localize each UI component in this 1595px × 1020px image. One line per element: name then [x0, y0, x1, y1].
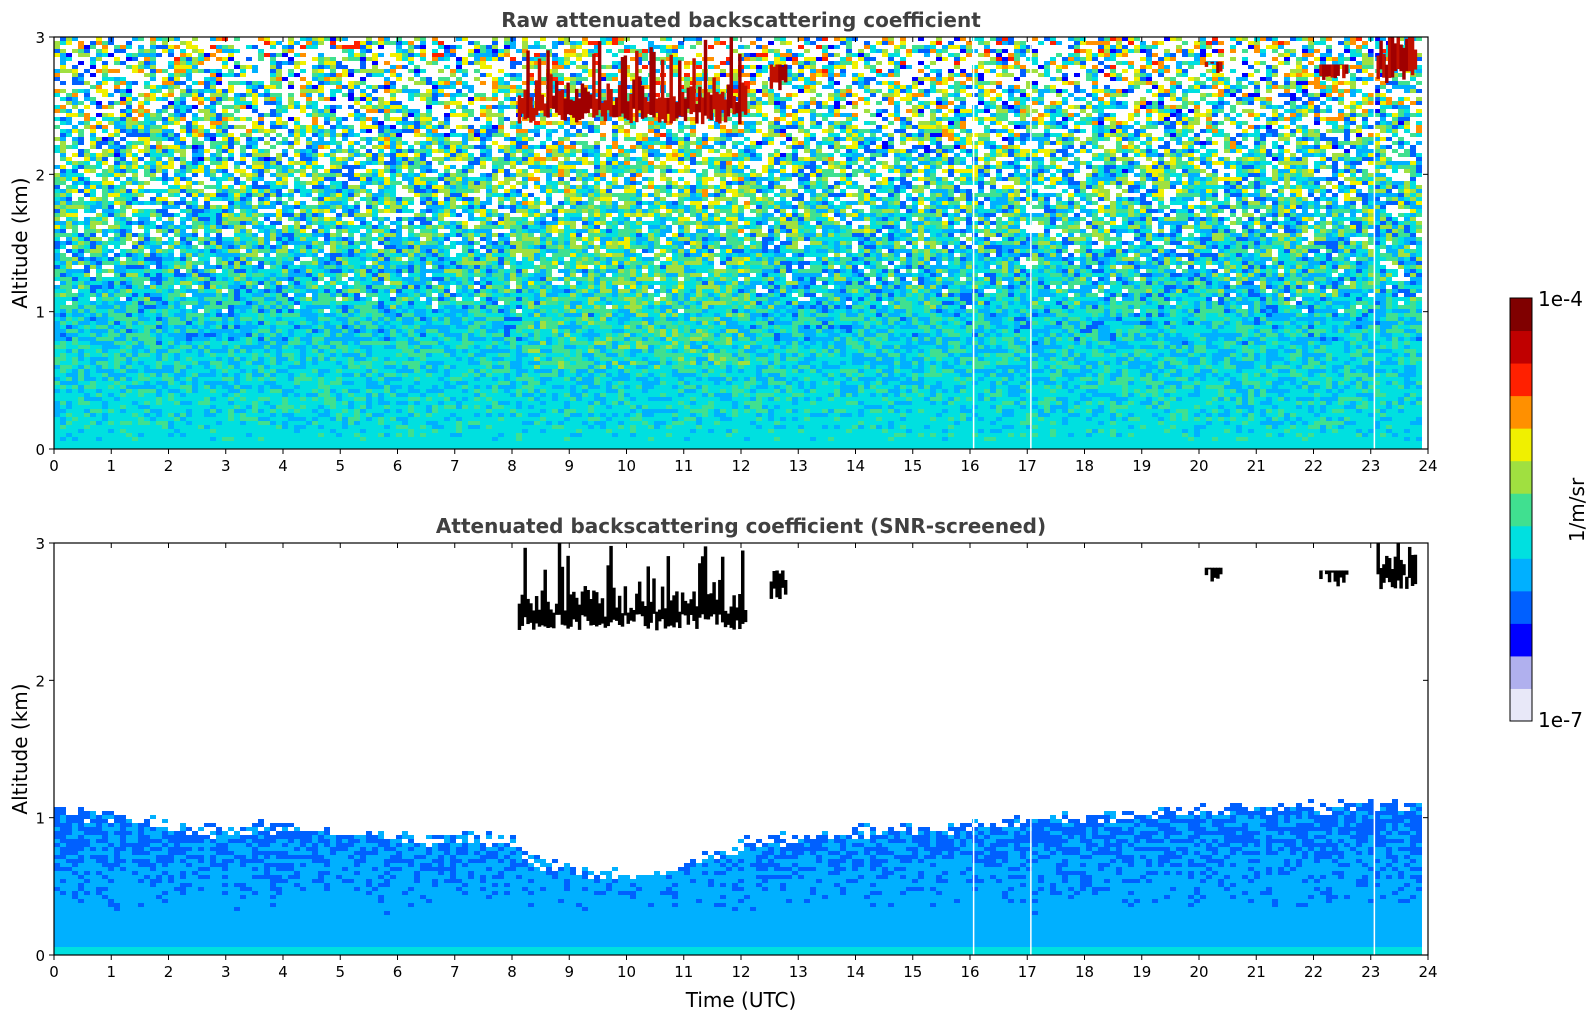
x-tick-label: 14 [846, 457, 865, 475]
x-tick-label: 5 [335, 963, 345, 981]
colorbar-segment [1510, 493, 1532, 526]
x-tick-label: 0 [49, 963, 59, 981]
colorbar-segment [1510, 363, 1532, 396]
colorbar-segment [1510, 558, 1532, 591]
panel-raw: Raw attenuated backscattering coefficien… [8, 8, 1438, 475]
x-tick-label: 24 [1418, 963, 1437, 981]
x-tick-label: 13 [789, 457, 808, 475]
x-tick-label: 2 [164, 457, 174, 475]
y-tick-label: 2 [35, 166, 45, 184]
colorbar-segment [1510, 623, 1532, 656]
x-tick-label: 11 [674, 963, 693, 981]
x-tick-label: 0 [49, 457, 59, 475]
y-tick-label: 1 [35, 304, 45, 322]
x-tick-label: 19 [1132, 963, 1151, 981]
x-tick-label: 16 [960, 963, 979, 981]
x-tick-label: 9 [564, 457, 574, 475]
x-tick-label: 20 [1189, 457, 1208, 475]
y-tick-label: 3 [35, 535, 45, 553]
x-tick-label: 13 [789, 963, 808, 981]
colorbar-gradient [1510, 298, 1532, 722]
panel-raw-title: Raw attenuated backscattering coefficien… [501, 8, 981, 32]
panel-raw-ylabel: Altitude (km) [8, 177, 32, 308]
x-tick-label: 20 [1189, 963, 1208, 981]
y-tick-label: 0 [35, 441, 45, 459]
x-tick-label: 16 [960, 457, 979, 475]
x-tick-label: 24 [1418, 457, 1437, 475]
x-tick-label: 14 [846, 963, 865, 981]
x-tick-label: 6 [393, 963, 403, 981]
x-tick-label: 15 [903, 457, 922, 475]
colorbar-segment [1510, 526, 1532, 559]
x-tick-label: 21 [1247, 963, 1266, 981]
colorbar-max-label: 1e-4 [1538, 287, 1583, 311]
x-tick-label: 3 [221, 963, 231, 981]
colorbar-segment [1510, 428, 1532, 461]
x-tick-label: 10 [617, 457, 636, 475]
x-tick-label: 7 [450, 963, 460, 981]
y-tick-label: 3 [35, 29, 45, 47]
colorbar-segment [1510, 298, 1532, 331]
x-tick-label: 18 [1075, 963, 1094, 981]
panel-screened-heatmap [54, 543, 1422, 955]
colorbar-segment [1510, 331, 1532, 364]
x-tick-label: 4 [278, 963, 288, 981]
x-tick-label: 23 [1361, 963, 1380, 981]
x-tick-label: 21 [1247, 457, 1266, 475]
y-tick-label: 2 [35, 672, 45, 690]
x-tick-label: 5 [335, 457, 345, 475]
colorbar-unit-label: 1/m/sr [1565, 477, 1589, 542]
colorbar-min-label: 1e-7 [1538, 708, 1583, 732]
x-tick-label: 7 [450, 457, 460, 475]
x-tick-label: 17 [1018, 963, 1037, 981]
x-tick-label: 18 [1075, 457, 1094, 475]
panel-screened-ylabel: Altitude (km) [8, 683, 32, 814]
y-tick-label: 1 [35, 810, 45, 828]
colorbar-segment [1510, 656, 1532, 689]
x-tick-label: 11 [674, 457, 693, 475]
colorbar: 1e-4 1e-7 1/m/sr [1510, 287, 1589, 732]
x-tick-label: 1 [106, 457, 116, 475]
x-tick-label: 1 [106, 963, 116, 981]
x-tick-label: 2 [164, 963, 174, 981]
x-tick-label: 4 [278, 457, 288, 475]
x-tick-label: 12 [731, 963, 750, 981]
panel-raw-heatmap [54, 37, 1422, 449]
colorbar-segment [1510, 461, 1532, 494]
x-tick-label: 17 [1018, 457, 1037, 475]
x-tick-label: 3 [221, 457, 231, 475]
y-tick-label: 0 [35, 947, 45, 965]
colorbar-segment [1510, 591, 1532, 624]
x-tick-label: 8 [507, 457, 517, 475]
colorbar-segment [1510, 396, 1532, 429]
panel-screened-title: Attenuated backscattering coefficient (S… [436, 514, 1046, 538]
x-tick-label: 6 [393, 457, 403, 475]
x-tick-label: 9 [564, 963, 574, 981]
x-tick-label: 22 [1304, 963, 1323, 981]
x-tick-label: 15 [903, 963, 922, 981]
x-tick-label: 10 [617, 963, 636, 981]
x-tick-label: 8 [507, 963, 517, 981]
x-tick-label: 12 [731, 457, 750, 475]
x-tick-label: 22 [1304, 457, 1323, 475]
colorbar-segment [1510, 688, 1532, 721]
x-tick-label: 23 [1361, 457, 1380, 475]
panel-screened: Attenuated backscattering coefficient (S… [8, 514, 1438, 1012]
x-tick-label: 19 [1132, 457, 1151, 475]
panel-screened-xlabel: Time (UTC) [685, 988, 797, 1012]
